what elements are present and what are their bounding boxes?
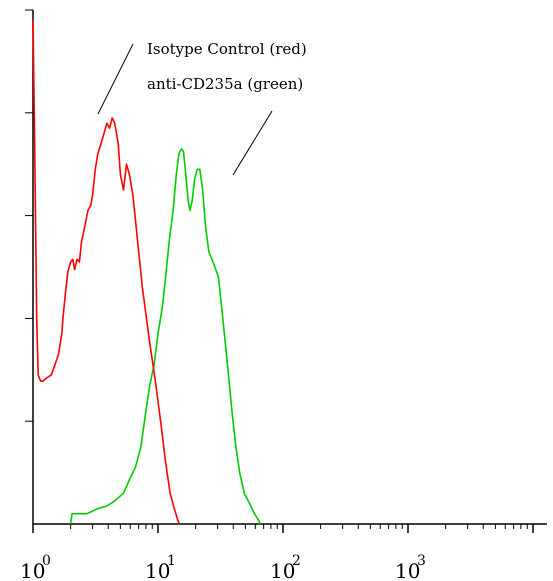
- x-tick-label-base: 10: [395, 559, 420, 581]
- x-tick-label-base: 10: [270, 559, 295, 581]
- annotation-anti-cd235a-label: anti-CD235a (green): [147, 75, 303, 93]
- annotations: Isotype Control (red) anti-CD235a (green…: [97, 40, 307, 176]
- plot-area: [32, 20, 262, 525]
- x-tick-label-exponent: 1: [167, 553, 176, 569]
- y-ticks: [25, 9, 33, 422]
- x-tick-labels: 100 101 102 103: [20, 553, 426, 581]
- series-line-isotype-control: [32, 20, 181, 525]
- annotation-isotype-label: Isotype Control (red): [147, 40, 307, 58]
- x-tick-label-exponent: 0: [42, 553, 51, 569]
- series-line-anti-cd235a: [69, 148, 262, 525]
- x-tick-label-exponent: 2: [292, 553, 301, 569]
- x-tick-label-base: 10: [20, 559, 45, 581]
- annotation-pointer-isotype: [97, 43, 134, 115]
- x-tick-label-exponent: 3: [417, 553, 426, 569]
- x-ticks: [32, 524, 534, 533]
- axes: 100 101 102 103: [20, 9, 547, 581]
- annotation-pointer-anti-cd235a: [232, 110, 273, 176]
- x-tick-label-base: 10: [145, 559, 170, 581]
